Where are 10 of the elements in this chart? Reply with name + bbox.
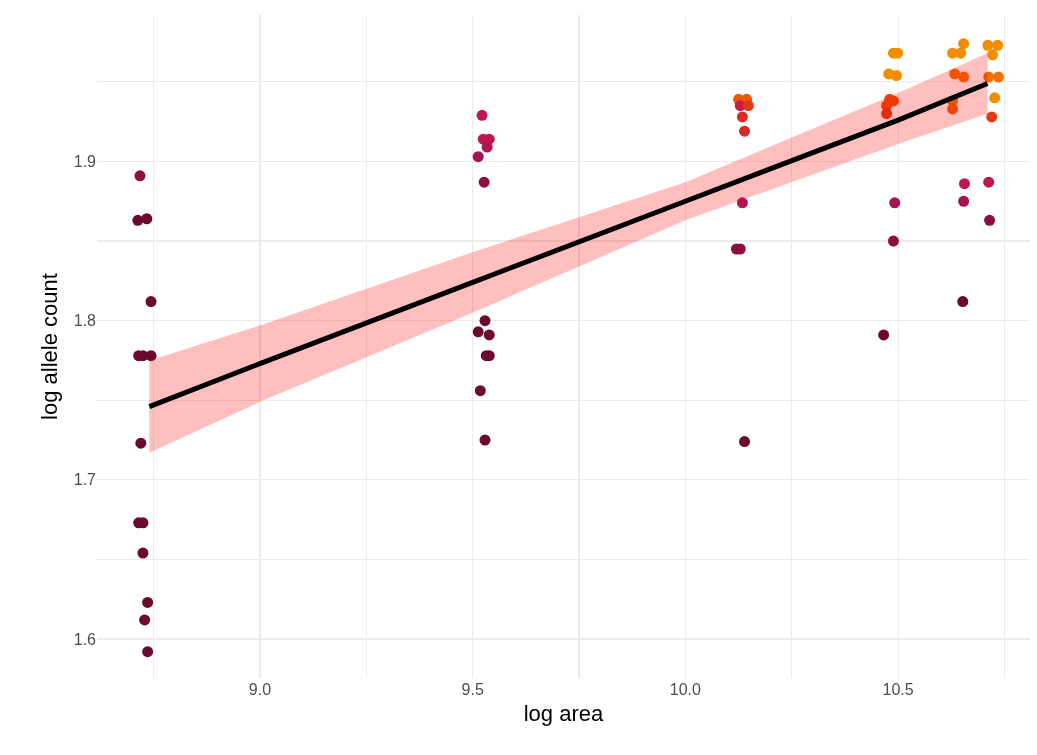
- x-tick-label: 9.0: [248, 681, 272, 698]
- y-tick-label: 1.7: [73, 471, 97, 489]
- x-tick-label: 10.5: [882, 681, 914, 698]
- y-tick-label: 1.6: [73, 630, 97, 648]
- x-axis-title: log area: [523, 700, 605, 726]
- y-axis-title: log allele count: [36, 273, 62, 420]
- y-tick-label: 1.9: [73, 153, 97, 171]
- y-tick-label: 1.8: [73, 312, 97, 330]
- x-tick-label: 10.0: [669, 681, 702, 698]
- x-tick-label: 9.5: [461, 681, 484, 698]
